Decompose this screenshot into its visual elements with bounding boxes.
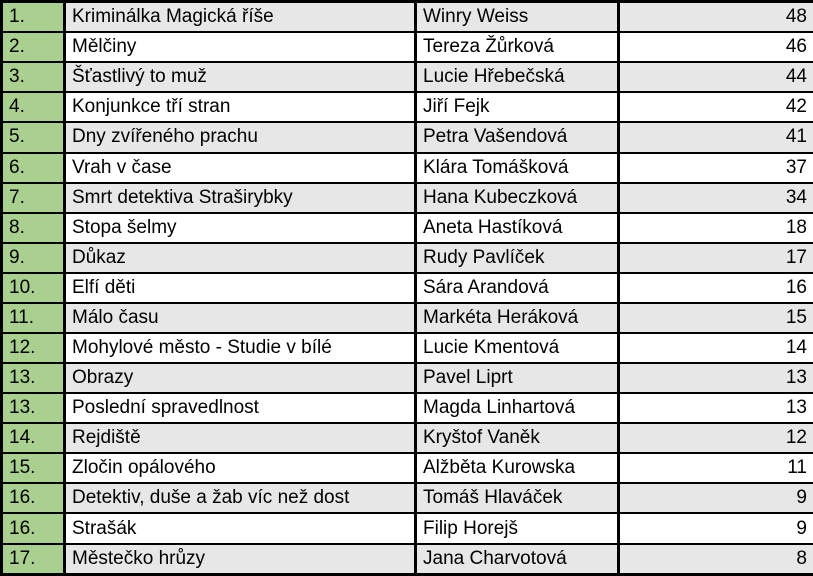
score-cell[interactable]: 37 [617,151,813,184]
author-cell[interactable]: Sára Arandová [414,271,620,304]
score-cell[interactable]: 16 [617,271,813,304]
title-cell[interactable]: Poslední spravedlnost [63,392,417,425]
title-cell[interactable]: Stopa šelmy [63,211,417,244]
table-row: 16. Strašák Filip Horejš 9 [0,512,813,545]
rank-cell[interactable]: 10. [0,271,66,304]
author-cell[interactable]: Alžběta Kurowska [414,452,620,485]
author-cell[interactable]: Pavel Liprt [414,362,620,395]
score-cell[interactable]: 15 [617,301,813,335]
author-cell[interactable]: Lucie Kmentová [414,331,620,365]
title-cell[interactable]: Rejdiště [63,422,417,455]
score-cell[interactable]: 13 [617,362,813,395]
table-row: 5. Dny zvířeného prachu Petra Vašendová … [0,121,813,154]
rank-cell[interactable]: 11. [0,301,66,335]
rank-cell[interactable]: 16. [0,512,66,545]
score-cell[interactable]: 9 [617,482,813,515]
rank-cell[interactable]: 13. [0,362,66,395]
author-cell[interactable]: Jiří Fejk [414,91,620,124]
rank-cell[interactable]: 13. [0,392,66,425]
table-row: 15. Zločin opálového Alžběta Kurowska 11 [0,452,813,485]
rank-cell[interactable]: 14. [0,422,66,455]
rank-cell[interactable]: 3. [0,61,66,94]
title-cell[interactable]: Dny zvířeného prachu [63,121,417,154]
table-row: 11. Málo času Markéta Heráková 15 [0,301,813,335]
author-cell[interactable]: Aneta Hastíková [414,211,620,244]
title-cell[interactable]: Konjunkce tří stran [63,91,417,124]
table-row: 7. Smrt detektiva Straširybky Hana Kubec… [0,181,813,214]
table-row: 8. Stopa šelmy Aneta Hastíková 18 [0,211,813,244]
author-cell[interactable]: Petra Vašendová [414,121,620,154]
table-row: 10. Elfí děti Sára Arandová 16 [0,271,813,304]
author-cell[interactable]: Markéta Heráková [414,301,620,335]
author-cell[interactable]: Filip Horejš [414,512,620,545]
title-cell[interactable]: Vrah v čase [63,151,417,184]
rank-cell[interactable]: 12. [0,331,66,365]
score-cell[interactable]: 12 [617,422,813,455]
table-row: 1. Kriminálka Magická říše Winry Weiss 4… [0,0,813,34]
table-row: 16. Detektiv, duše a žab víc než dost To… [0,482,813,515]
score-cell[interactable]: 46 [617,31,813,64]
title-cell[interactable]: Městečko hrůzy [63,542,417,576]
author-cell[interactable]: Magda Linhartová [414,392,620,425]
title-cell[interactable]: Málo času [63,301,417,335]
author-cell[interactable]: Hana Kubeczková [414,181,620,214]
author-cell[interactable]: Tereza Žůrková [414,31,620,64]
score-cell[interactable]: 44 [617,61,813,94]
rank-cell[interactable]: 9. [0,241,66,274]
author-cell[interactable]: Winry Weiss [414,0,620,34]
score-cell[interactable]: 17 [617,241,813,274]
score-cell[interactable]: 41 [617,121,813,154]
title-cell[interactable]: Obrazy [63,362,417,395]
score-cell[interactable]: 34 [617,181,813,214]
rank-cell[interactable]: 16. [0,482,66,515]
table-row: 13. Obrazy Pavel Liprt 13 [0,362,813,395]
rank-cell[interactable]: 6. [0,151,66,184]
score-cell[interactable]: 48 [617,0,813,34]
score-cell[interactable]: 11 [617,452,813,485]
table-row: 9. Důkaz Rudy Pavlíček 17 [0,241,813,274]
title-cell[interactable]: Strašák [63,512,417,545]
rank-cell[interactable]: 5. [0,121,66,154]
rank-cell[interactable]: 1. [0,0,66,34]
author-cell[interactable]: Tomáš Hlaváček [414,482,620,515]
table-row: 13. Poslední spravedlnost Magda Linharto… [0,392,813,425]
score-cell[interactable]: 9 [617,512,813,545]
title-cell[interactable]: Elfí děti [63,271,417,304]
title-cell[interactable]: Kriminálka Magická říše [63,0,417,34]
table-row: 14. Rejdiště Kryštof Vaněk 12 [0,422,813,455]
table-row: 3. Šťastlivý to muž Lucie Hřebečská 44 [0,61,813,94]
score-cell[interactable]: 14 [617,331,813,365]
score-cell[interactable]: 8 [617,542,813,576]
title-cell[interactable]: Zločin opálového [63,452,417,485]
rank-cell[interactable]: 4. [0,91,66,124]
rank-cell[interactable]: 2. [0,31,66,64]
title-cell[interactable]: Mělčiny [63,31,417,64]
title-cell[interactable]: Smrt detektiva Straširybky [63,181,417,214]
table-row: 17. Městečko hrůzy Jana Charvotová 8 [0,542,813,576]
title-cell[interactable]: Šťastlivý to muž [63,61,417,94]
rank-cell[interactable]: 7. [0,181,66,214]
author-cell[interactable]: Lucie Hřebečská [414,61,620,94]
table-row: 4. Konjunkce tří stran Jiří Fejk 42 [0,91,813,124]
author-cell[interactable]: Klára Tomášková [414,151,620,184]
title-cell[interactable]: Detektiv, duše a žab víc než dost [63,482,417,515]
score-cell[interactable]: 42 [617,91,813,124]
rank-cell[interactable]: 17. [0,542,66,576]
rank-cell[interactable]: 15. [0,452,66,485]
author-cell[interactable]: Kryštof Vaněk [414,422,620,455]
score-cell[interactable]: 18 [617,211,813,244]
table-row: 12. Mohylové město - Studie v bílé Lucie… [0,331,813,365]
author-cell[interactable]: Rudy Pavlíček [414,241,620,274]
table-row: 6. Vrah v čase Klára Tomášková 37 [0,151,813,184]
rank-cell[interactable]: 8. [0,211,66,244]
author-cell[interactable]: Jana Charvotová [414,542,620,576]
score-cell[interactable]: 13 [617,392,813,425]
table-row: 2. Mělčiny Tereza Žůrková 46 [0,31,813,64]
title-cell[interactable]: Důkaz [63,241,417,274]
title-cell[interactable]: Mohylové město - Studie v bílé [63,331,417,365]
